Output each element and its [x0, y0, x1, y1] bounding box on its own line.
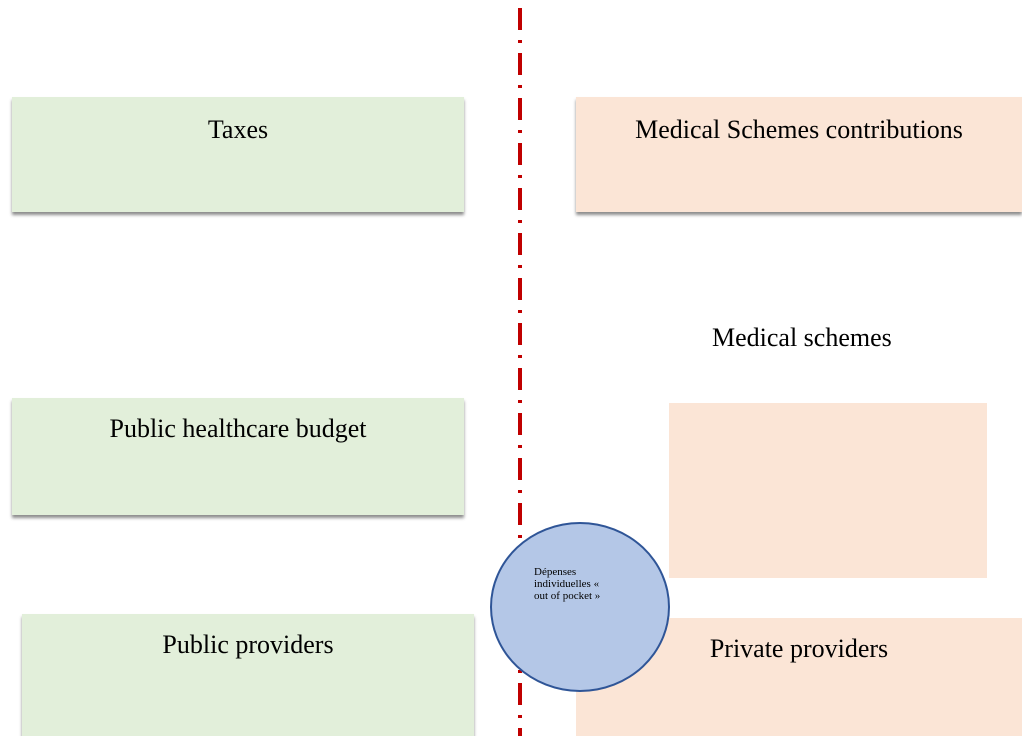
out-of-pocket-circle: Dépenses individuelles « out of pocket »: [490, 522, 670, 692]
public-providers-box: Public providers: [22, 614, 474, 736]
label: Public healthcare budget: [109, 414, 367, 443]
label: Public providers: [162, 630, 334, 659]
label: Private providers: [709, 634, 889, 663]
schemes-box: [669, 403, 987, 578]
label: Taxes: [207, 115, 269, 144]
budget-box: Public healthcare budget: [12, 398, 464, 515]
label: Medical Schemes contributions: [635, 115, 963, 144]
taxes-box: Taxes: [12, 97, 464, 212]
label: Dépenses individuelles « out of pocket »: [534, 566, 601, 602]
label: Medical schemes: [712, 323, 892, 352]
contributions-box: Medical Schemes contributions: [576, 97, 1022, 212]
